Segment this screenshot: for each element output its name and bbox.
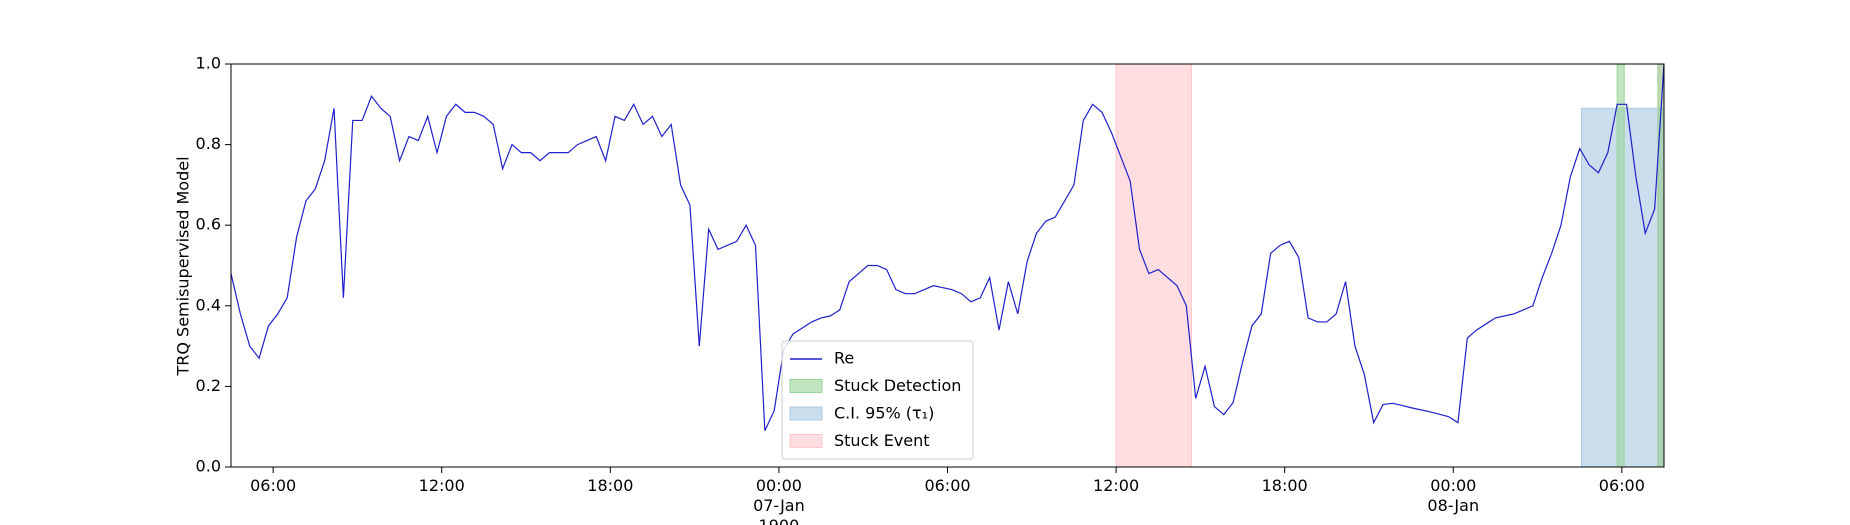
- span: [1657, 63, 1665, 468]
- span: [1115, 63, 1192, 468]
- y-tick-label: 0.6: [196, 215, 221, 234]
- legend-box: [781, 340, 974, 460]
- x-tick-label: 06:00: [924, 476, 970, 495]
- x-tick-label: 18:00: [587, 476, 633, 495]
- legend-swatch: [789, 434, 823, 448]
- x-tick-label: 12:00: [1093, 476, 1139, 495]
- legend-swatch: [789, 406, 823, 421]
- y-tick-label: 0.0: [196, 457, 221, 476]
- y-axis-label: TRQ Semisupervised Model: [174, 156, 193, 376]
- legend: Re Stuck Detection C.I. 95% (τ₁) Stuck Even…: [781, 340, 974, 460]
- x-tick-label: 00:00 08-Jan: [1427, 476, 1479, 515]
- legend-label: Stuck Event: [834, 431, 930, 450]
- x-tick-label: 06:00: [250, 476, 296, 495]
- x-tick-label: 12:00: [419, 476, 465, 495]
- span: [1616, 63, 1625, 468]
- legend-label: C.I. 95% (τ₁): [834, 404, 934, 423]
- legend-label: Re: [834, 349, 854, 368]
- spans: [1115, 63, 1665, 468]
- x-tick-label: 18:00: [1262, 476, 1308, 495]
- y-tick-label: 0.4: [196, 295, 221, 314]
- y-tick-label: 1.0: [196, 54, 221, 73]
- series-line: [230, 63, 1665, 431]
- legend-label: Stuck Detection: [834, 376, 961, 395]
- x-tick-label: 06:00: [1599, 476, 1645, 495]
- y-tick-label: 0.8: [196, 134, 221, 153]
- legend-swatch: [789, 379, 823, 393]
- y-tick-label: 0.2: [196, 376, 221, 395]
